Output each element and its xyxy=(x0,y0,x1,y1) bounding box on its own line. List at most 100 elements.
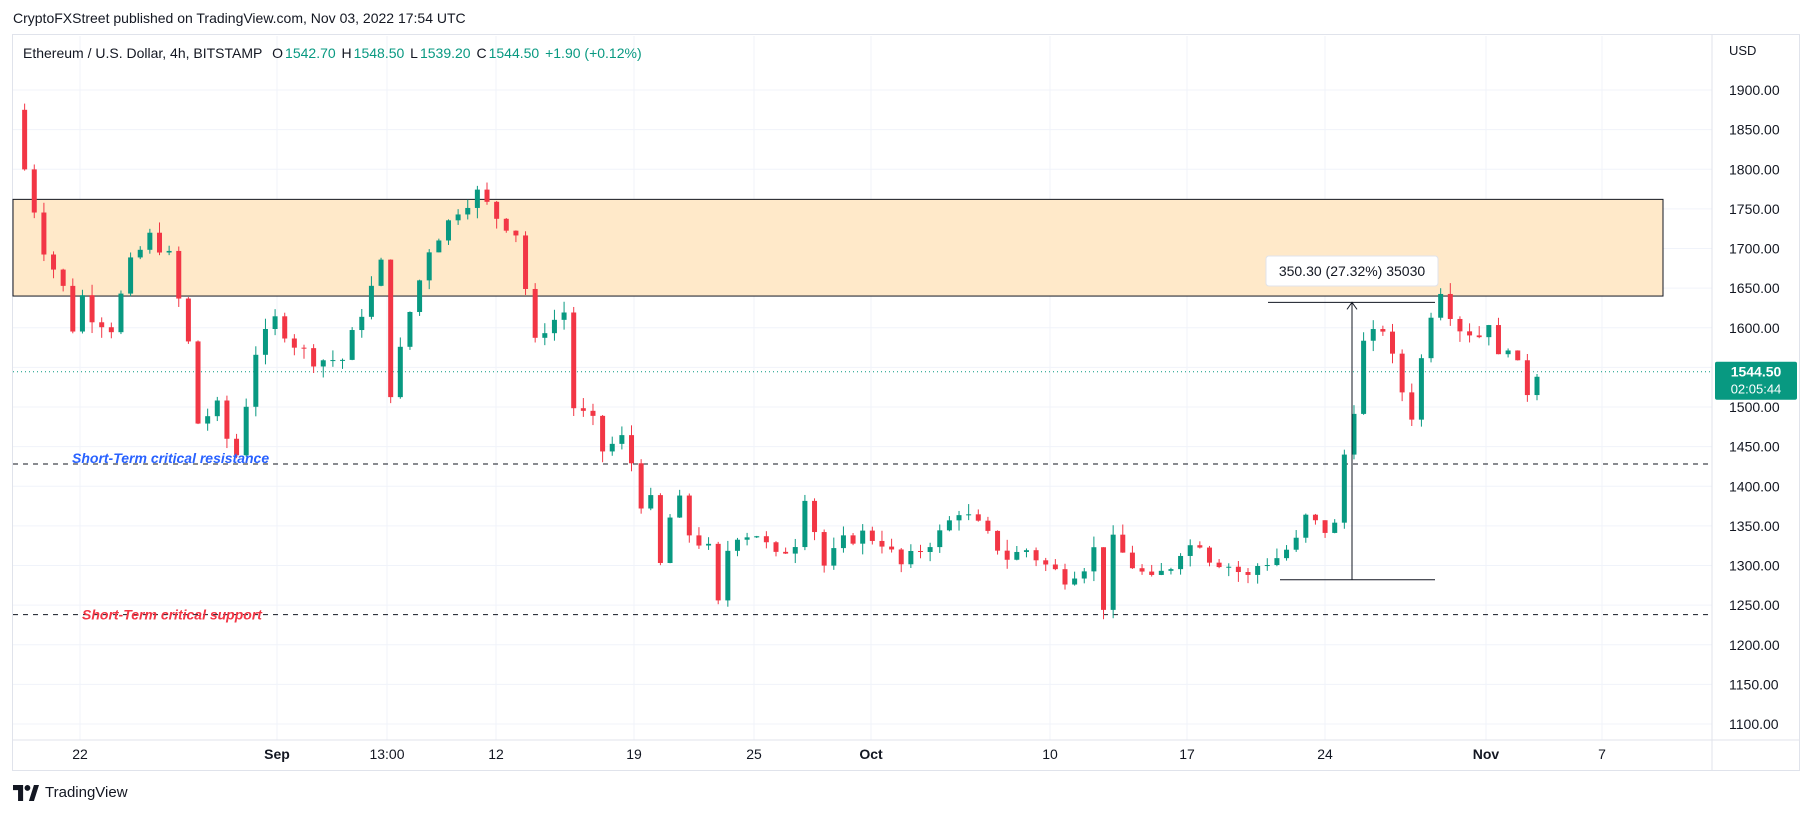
candle-body xyxy=(1409,392,1415,420)
candle-body xyxy=(1524,360,1530,396)
candle-up xyxy=(118,290,124,335)
candle-body xyxy=(407,311,413,347)
candle-down xyxy=(571,306,577,417)
candle-body xyxy=(1110,534,1116,610)
candle-body xyxy=(667,517,673,563)
candle-up xyxy=(946,516,952,532)
candle-body xyxy=(176,250,182,299)
y-tick-label: 1650.00 xyxy=(1729,280,1780,296)
candle-body xyxy=(494,201,500,219)
candle-down xyxy=(1467,323,1473,343)
low-label: L xyxy=(410,45,418,61)
y-axis: 1900.00 1850.00 1800.00 1750.00 1700.00 1650.… xyxy=(1729,82,1780,732)
tradingview-brand[interactable]: TradingView xyxy=(13,784,128,801)
measure-label-box xyxy=(1265,255,1439,287)
x-tick-label: 24 xyxy=(1317,746,1333,762)
candle-up xyxy=(214,396,220,422)
candle-down xyxy=(1245,568,1251,584)
candle-body xyxy=(619,435,625,444)
candle-down xyxy=(1409,383,1415,426)
y-tick-label: 1800.00 xyxy=(1729,161,1780,177)
y-tick-label: 1450.00 xyxy=(1729,439,1780,455)
candle-body xyxy=(792,547,798,554)
candle-down xyxy=(696,527,702,549)
candle-down xyxy=(975,509,981,522)
candle-down xyxy=(1206,545,1212,567)
candle-body xyxy=(282,316,288,339)
candle-body xyxy=(783,551,789,554)
candle-body xyxy=(513,230,519,236)
candle-up xyxy=(359,308,365,338)
candle-body xyxy=(840,535,846,549)
candle-down xyxy=(1101,547,1107,620)
candle-body xyxy=(956,515,962,521)
candle-body xyxy=(22,109,28,170)
candle-body xyxy=(677,495,683,518)
candle-down xyxy=(1052,559,1058,571)
candle-up xyxy=(455,209,461,225)
candle-down xyxy=(1033,547,1039,567)
candle-body xyxy=(889,546,895,550)
candle-down xyxy=(513,230,519,243)
candle-up xyxy=(744,532,750,546)
candle-up xyxy=(802,494,808,551)
candle-down xyxy=(879,530,885,554)
candle-down xyxy=(31,164,37,219)
candle-up xyxy=(272,309,278,336)
candle-body xyxy=(1312,514,1318,521)
candle-body xyxy=(1178,555,1184,570)
candle-up xyxy=(1158,562,1164,576)
candle-body xyxy=(1120,534,1126,553)
candle-body xyxy=(1091,547,1097,572)
candle-down xyxy=(1322,520,1328,538)
candle-body xyxy=(118,293,124,333)
candle-down xyxy=(484,182,490,205)
x-tick-label: 17 xyxy=(1179,746,1195,762)
candle-body xyxy=(79,295,85,332)
candle-body xyxy=(580,408,586,411)
candle-down xyxy=(783,547,789,554)
candle-body xyxy=(99,322,105,328)
candle-body xyxy=(898,549,904,565)
candle-up xyxy=(417,279,423,316)
countdown-value: 02:05:44 xyxy=(1731,382,1782,397)
candle-body xyxy=(523,235,529,289)
candle-up xyxy=(1428,312,1434,363)
candle-body xyxy=(1351,413,1357,455)
candle-down xyxy=(503,218,509,233)
symbol-title[interactable]: Ethereum / U.S. Dollar, 4h, BITSTAMP xyxy=(23,45,263,61)
candle-body xyxy=(445,220,451,241)
candle-up xyxy=(1110,525,1116,619)
candle-down xyxy=(523,231,529,295)
candle-body xyxy=(1467,331,1473,336)
support-level-label: Short-Term critical support xyxy=(82,607,263,623)
candle-body xyxy=(340,359,346,361)
candle-down xyxy=(195,340,201,425)
candle-up xyxy=(1370,320,1376,352)
candle-down xyxy=(282,312,288,343)
candle-body xyxy=(648,495,654,509)
candle-body xyxy=(1457,318,1463,332)
candle-body xyxy=(1197,545,1203,548)
candle-up xyxy=(542,323,548,346)
y-tick-label: 1300.00 xyxy=(1729,558,1780,574)
candle-body xyxy=(1226,566,1232,568)
tradingview-logo-icon xyxy=(13,784,39,801)
candle-up xyxy=(1072,571,1078,586)
candle-up xyxy=(831,537,837,570)
candle-body xyxy=(1235,566,1241,573)
candle-body xyxy=(908,550,914,565)
close-label: C xyxy=(476,45,487,61)
candle-up xyxy=(1486,324,1492,346)
candle-body xyxy=(51,254,57,270)
y-tick-label: 1100.00 xyxy=(1729,716,1779,732)
candle-body xyxy=(1264,565,1270,567)
candle-down xyxy=(1129,545,1135,569)
candle-body xyxy=(1399,353,1405,393)
candle-up xyxy=(1255,563,1261,584)
candle-body xyxy=(1081,571,1087,579)
candle-body xyxy=(1293,537,1299,550)
y-tick-label: 1500.00 xyxy=(1729,399,1780,415)
candle-body xyxy=(1447,293,1453,319)
